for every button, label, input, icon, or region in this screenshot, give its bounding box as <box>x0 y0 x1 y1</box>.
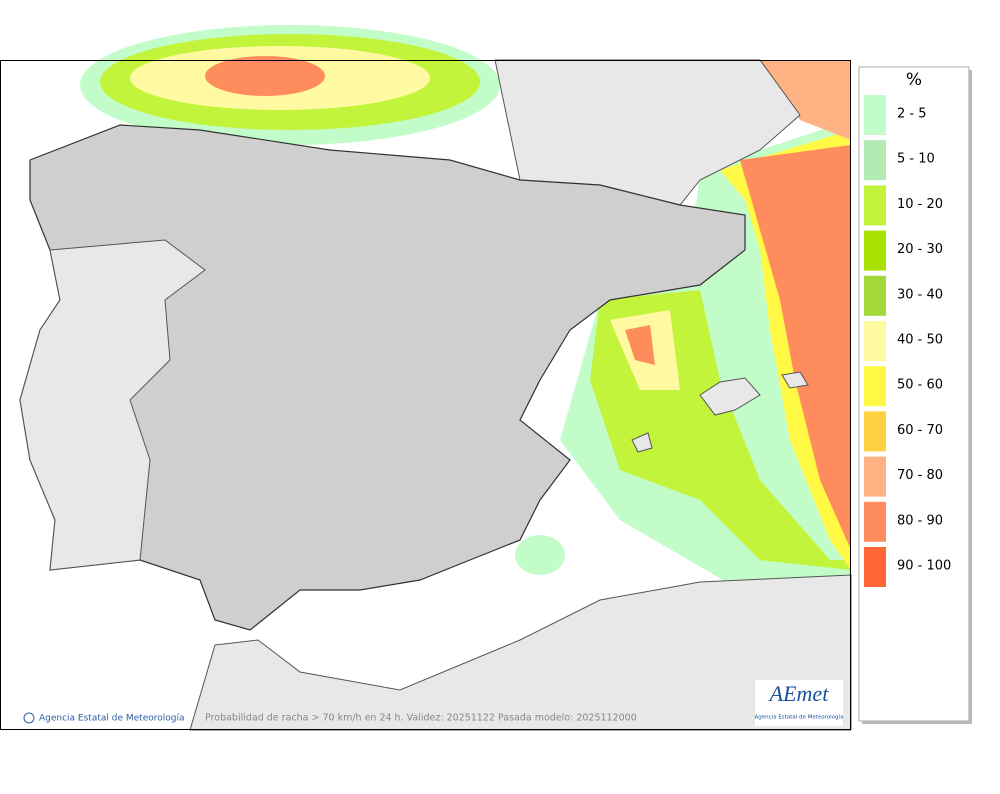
map-frame <box>0 60 851 730</box>
legend-swatch <box>864 366 886 407</box>
legend-swatch <box>864 411 886 452</box>
island <box>699 377 761 416</box>
legend-swatch <box>864 547 886 587</box>
legend-label: 30 - 40 <box>897 287 943 302</box>
logo-box <box>755 680 843 726</box>
legend-title: % <box>906 70 922 90</box>
caption: Probabilidad de racha > 70 km/h en 24 h.… <box>205 713 637 724</box>
legend-swatch <box>864 95 886 135</box>
legend-label: 40 - 50 <box>897 333 943 348</box>
prob-area <box>740 145 851 550</box>
prob-area <box>205 56 325 96</box>
copyright-icon <box>23 712 35 724</box>
legend-label: 50 - 60 <box>897 378 943 393</box>
legend-label: 60 - 70 <box>897 423 943 438</box>
legend-swatch <box>864 230 886 271</box>
portugal <box>19 239 206 571</box>
legend-swatch <box>864 140 886 181</box>
legend-label: 5 - 10 <box>897 152 935 167</box>
island <box>781 371 809 389</box>
legend-label: 2 - 5 <box>897 107 927 122</box>
legend-swatch <box>864 501 886 542</box>
legend-swatch <box>864 185 886 226</box>
island <box>631 432 653 453</box>
logo-subtitle: Agencia Estatal de Meteorología <box>755 714 844 721</box>
prob-area <box>515 535 565 575</box>
legend-label: 10 - 20 <box>897 197 943 212</box>
credit: Agencia Estatal de Meteorología <box>39 714 185 724</box>
logo: AEmet <box>768 681 830 706</box>
prob-area <box>625 325 655 365</box>
prob-area <box>760 60 851 140</box>
legend-swatch <box>864 456 886 497</box>
legend-label: 20 - 30 <box>897 242 943 257</box>
legend: % 2 - 5 5 - 10 10 - 20 20 - 30 30 - 40 40 - 5… <box>858 66 972 724</box>
legend-label: 90 - 100 <box>897 559 951 574</box>
map: Agencia Estatal de Meteorología Probabil… <box>0 25 852 731</box>
legend-swatch <box>864 321 886 361</box>
legend-swatch <box>864 275 886 316</box>
legend-label: 70 - 80 <box>897 468 943 483</box>
legend-label: 80 - 90 <box>897 513 943 528</box>
